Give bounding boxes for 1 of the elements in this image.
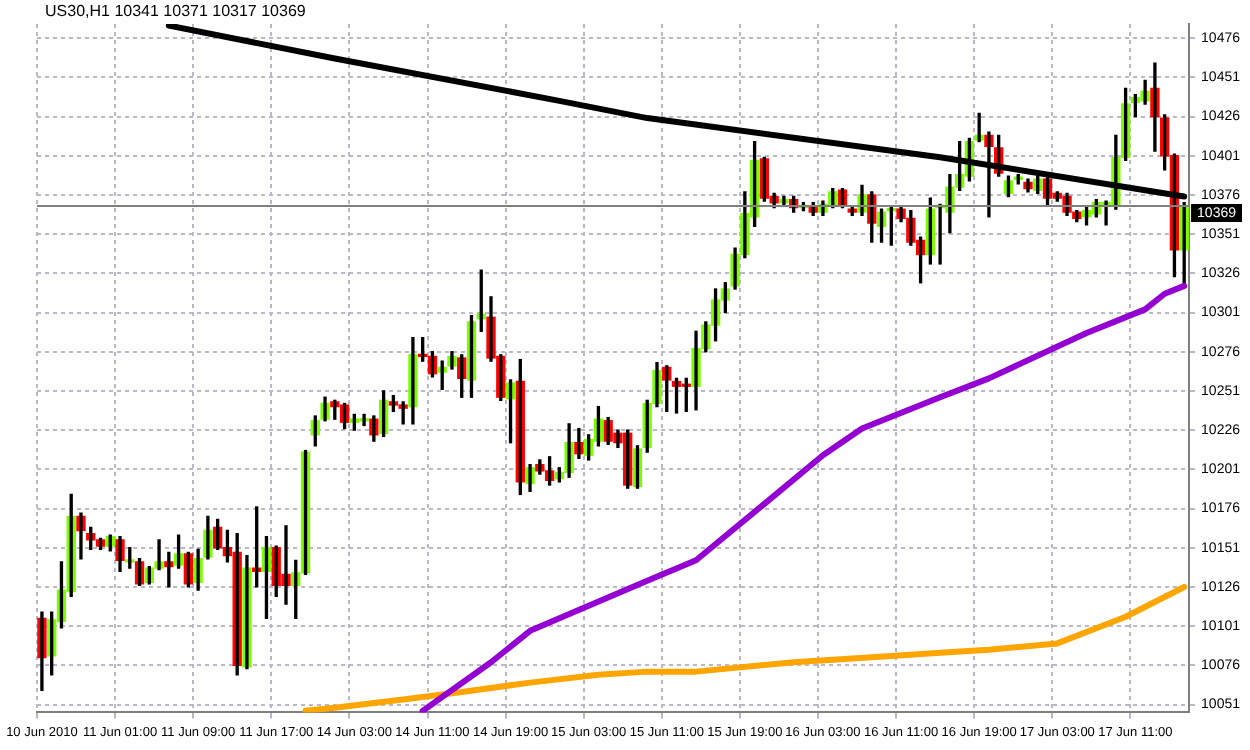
chart-title: US30,H1 10341 10371 10317 10369 bbox=[45, 2, 307, 21]
